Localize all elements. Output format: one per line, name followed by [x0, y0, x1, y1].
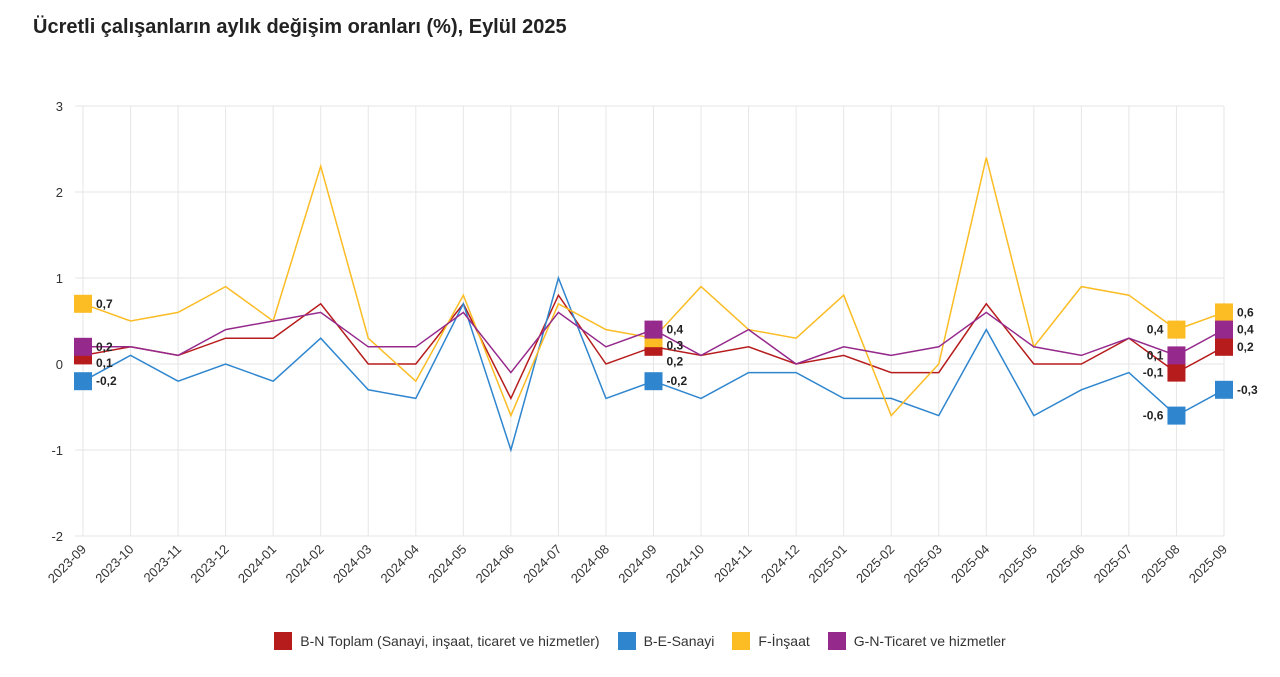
data-label: 0,6: [1237, 305, 1254, 319]
data-point-marker: [644, 372, 663, 391]
x-tick-label: 2023-09: [45, 542, 89, 586]
x-tick-label: 2025-05: [996, 542, 1040, 586]
legend-swatch: [274, 632, 293, 650]
x-tick-label: 2023-10: [92, 542, 136, 586]
data-label: 0,7: [96, 297, 113, 311]
legend-swatch: [827, 632, 846, 650]
legend-label: B-N Toplam (Sanayi, inşaat, ticaret ve h…: [300, 633, 600, 649]
data-point-marker: [1167, 346, 1186, 365]
data-label: -0,3: [1237, 383, 1258, 397]
x-tick-label: 2024-03: [330, 542, 374, 586]
legend-label: B-E-Sanayi: [643, 633, 715, 649]
data-label: 0,4: [1147, 323, 1164, 337]
data-label: 0,2: [1237, 340, 1254, 354]
data-point-marker: [1215, 380, 1233, 399]
x-tick-label: 2024-04: [378, 542, 422, 586]
data-label: -0,6: [1143, 409, 1164, 423]
x-tick-label: 2025-04: [948, 542, 992, 586]
data-point-marker: [1167, 363, 1186, 382]
legend-item[interactable]: B-N Toplam (Sanayi, inşaat, ticaret ve h…: [274, 632, 600, 650]
data-label: -0,1: [1143, 366, 1164, 380]
y-tick-label: 2: [56, 185, 63, 200]
legend-swatch: [732, 632, 751, 650]
data-label: 0,4: [667, 323, 684, 337]
data-label: 0,4: [1237, 323, 1254, 337]
chart-title: Ücretli çalışanların aylık değişim oranl…: [33, 16, 567, 38]
y-tick-label: 0: [56, 357, 63, 372]
y-tick-label: -1: [51, 443, 63, 458]
x-tick-label: 2023-12: [187, 542, 231, 586]
data-label: 0,2: [667, 355, 684, 369]
data-label: -0,2: [96, 374, 117, 388]
data-point-marker: [1167, 406, 1186, 425]
x-tick-label: 2024-08: [568, 542, 612, 586]
y-tick-label: 1: [56, 271, 63, 286]
x-tick-label: 2023-11: [141, 542, 185, 586]
x-tick-label: 2024-11: [711, 542, 755, 586]
x-tick-label: 2024-07: [520, 542, 564, 586]
data-point-marker: [1167, 320, 1186, 339]
data-point-marker: [1215, 303, 1233, 322]
data-point-marker: [1215, 320, 1233, 339]
data-label: -0,2: [667, 374, 688, 388]
x-tick-label: 2024-09: [615, 542, 659, 586]
data-point-marker: [74, 372, 92, 391]
x-tick-label: 2025-06: [1043, 542, 1087, 586]
legend-item[interactable]: B-E-Sanayi: [617, 632, 715, 650]
x-tick-label: 2025-03: [901, 542, 945, 586]
x-tick-label: 2024-12: [758, 542, 802, 586]
x-tick-label: 2025-01: [805, 542, 849, 586]
legend-label: F-İnşaat: [758, 633, 810, 649]
x-tick-label: 2025-07: [1091, 542, 1135, 586]
legend: B-N Toplam (Sanayi, inşaat, ticaret ve h…: [0, 632, 1280, 650]
data-label: 0,1: [1147, 348, 1164, 362]
data-label: 0,2: [96, 340, 113, 354]
data-point-marker: [1215, 337, 1233, 356]
x-tick-label: 2024-05: [425, 542, 469, 586]
data-label: 0,3: [667, 339, 684, 353]
data-point-marker: [644, 320, 663, 339]
x-tick-label: 2025-09: [1186, 542, 1230, 586]
x-tick-label: 2025-08: [1138, 542, 1182, 586]
y-tick-label: 3: [56, 99, 63, 114]
x-tick-label: 2024-02: [282, 542, 326, 586]
x-tick-label: 2024-10: [663, 542, 707, 586]
y-tick-label: -2: [51, 529, 63, 544]
x-tick-label: 2024-01: [235, 542, 279, 586]
legend-item[interactable]: F-İnşaat: [732, 632, 810, 650]
data-point-marker: [74, 337, 92, 356]
legend-label: G-N-Ticaret ve hizmetler: [853, 633, 1006, 649]
x-tick-label: 2025-02: [853, 542, 897, 586]
x-tick-label: 2024-06: [473, 542, 517, 586]
legend-swatch: [617, 632, 636, 650]
data-point-marker: [74, 294, 92, 313]
legend-item[interactable]: G-N-Ticaret ve hizmetler: [827, 632, 1006, 650]
data-label: 0,1: [96, 356, 113, 370]
